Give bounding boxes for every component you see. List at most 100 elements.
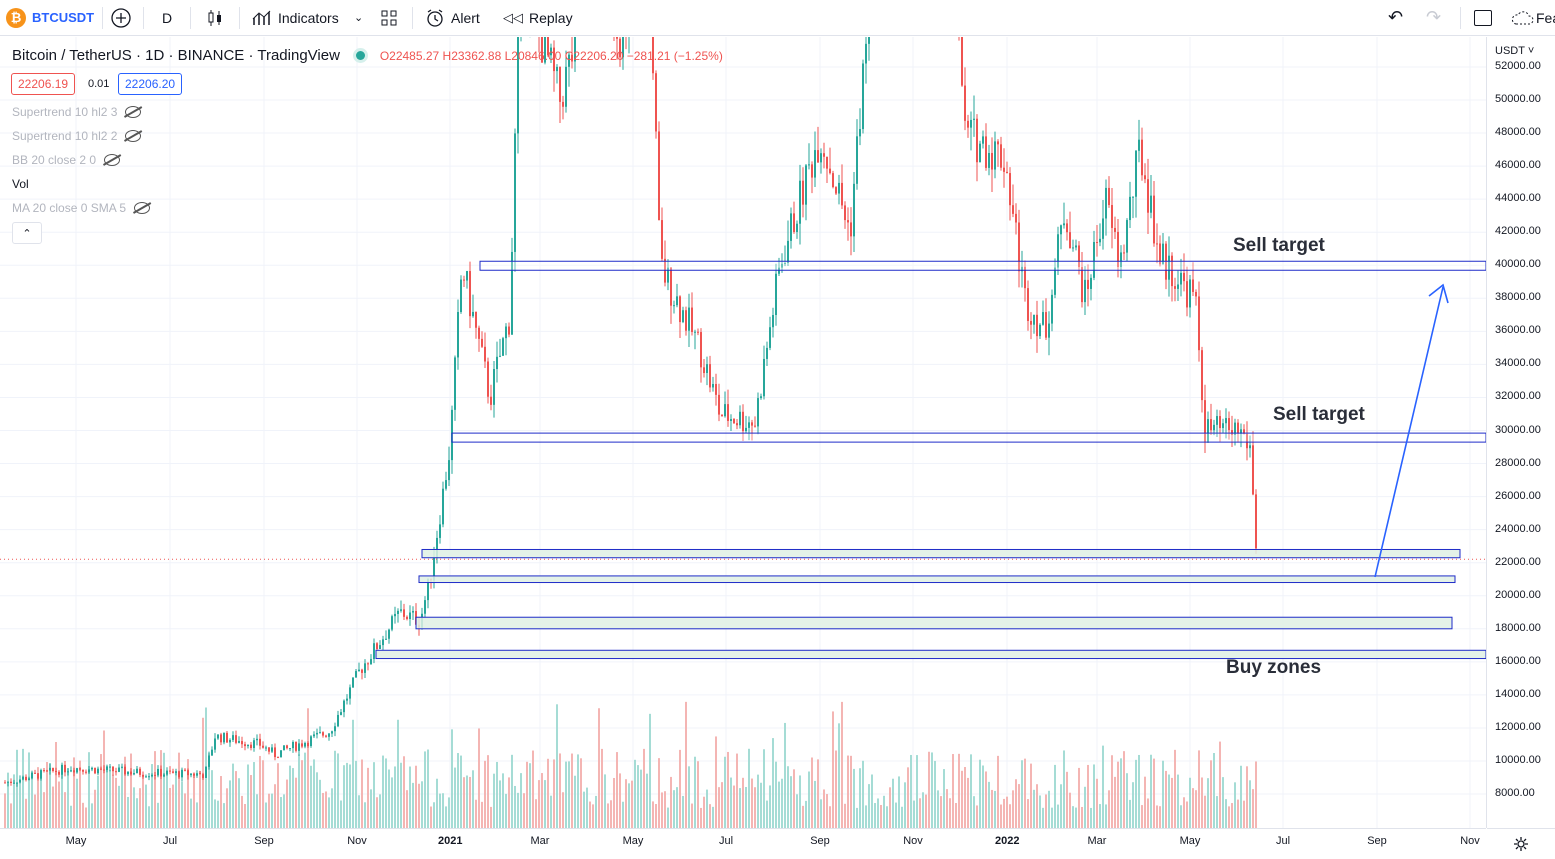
volume-bar [946, 789, 948, 828]
candle-body [1051, 294, 1053, 324]
volume-bar [712, 806, 714, 828]
candle-body [343, 700, 345, 713]
volume-bar [514, 785, 516, 828]
volume-bar [817, 759, 819, 828]
time-axis[interactable]: May Jul Sep Nov 2021 Mar May Jul Sep Nov 2022 Mar Ma… [0, 828, 1486, 859]
candle-body [1081, 267, 1083, 303]
volume-bar [361, 759, 363, 828]
symbol-search-button[interactable]: ₿ BTCUSDT [6, 0, 94, 35]
volume-bar [1093, 764, 1095, 828]
volume-bar [322, 792, 324, 828]
collapse-legend-button[interactable]: ⌃ [12, 222, 42, 244]
candle-body [367, 663, 369, 665]
fullscreen-button[interactable] [1474, 0, 1492, 35]
volume-bar [1225, 799, 1227, 828]
layout-button[interactable] [380, 0, 398, 35]
volume-bar [889, 787, 891, 828]
candle-body [301, 743, 303, 747]
volume-bar [1117, 761, 1119, 828]
volume-bar [751, 778, 753, 828]
price-axis[interactable]: USDT ˅ 52000.00 50000.00 48000.00 46000.00 4… [1487, 37, 1555, 828]
buy-price-button[interactable]: 22206.20 [118, 73, 183, 95]
candle-body [223, 732, 225, 743]
volume-bar [364, 802, 366, 828]
candle-body [97, 768, 99, 774]
indicator-row[interactable]: Supertrend 10 hl2 3 [12, 105, 142, 119]
volume-bar [577, 754, 579, 828]
indicator-row[interactable]: Supertrend 10 hl2 2 [12, 129, 142, 143]
volume-bar [103, 730, 105, 828]
indicator-row[interactable]: Vol [12, 177, 29, 191]
candle-body [1063, 223, 1065, 226]
redo-button[interactable]: ↷ [1426, 0, 1441, 35]
volume-bar [865, 805, 867, 828]
volume-bar [811, 757, 813, 828]
cloud-button[interactable]: Fea [1510, 0, 1555, 35]
buy-zones-label: Buy zones [1226, 657, 1322, 678]
volume-bar [1096, 778, 1098, 828]
volume-bar [58, 781, 60, 828]
indicator-row[interactable]: MA 20 close 0 SMA 5 [12, 201, 151, 215]
price-tick-label: 10000.00 [1495, 754, 1541, 766]
volume-bar [1006, 796, 1008, 828]
price-chart[interactable] [0, 37, 1486, 828]
undo-button[interactable]: ↶ [1388, 0, 1403, 35]
candle-body [88, 769, 90, 773]
candle-body [175, 771, 177, 773]
volume-bar [1141, 805, 1143, 828]
divider [1460, 7, 1461, 29]
indicators-dropdown[interactable]: ⌄ [354, 0, 363, 35]
candle-body [193, 773, 195, 776]
candle-body [1027, 288, 1029, 321]
candle-body [1033, 314, 1035, 325]
sell-target-zone [451, 432, 1486, 443]
settings-button[interactable] [1487, 828, 1555, 859]
volume-bar [280, 797, 282, 828]
candle-body [721, 414, 723, 417]
candle-body [1243, 429, 1245, 434]
hidden-eye-icon[interactable] [125, 130, 142, 142]
candle-body [265, 747, 267, 749]
candle-body [1195, 291, 1197, 297]
candle-body [784, 263, 786, 265]
indicators-button[interactable]: Indicators [252, 0, 339, 35]
volume-bar [709, 804, 711, 828]
replay-button[interactable]: ◁◁ Replay [503, 0, 573, 35]
indicator-row[interactable]: BB 20 close 2 0 [12, 153, 121, 167]
candle-body [502, 338, 504, 356]
candle-body [268, 747, 270, 752]
volume-bar [550, 795, 552, 828]
volume-bar [469, 776, 471, 828]
candle-body [1039, 324, 1041, 337]
candle-body [550, 47, 552, 56]
time-tick-label: May [1179, 835, 1201, 847]
volume-bar [643, 748, 645, 828]
volume-bar [592, 804, 594, 828]
sell-price-button[interactable]: 22206.19 [11, 73, 76, 95]
hidden-eye-icon[interactable] [104, 154, 121, 166]
volume-bar [1099, 804, 1101, 828]
volume-bar [562, 792, 564, 828]
candle-body [31, 772, 33, 779]
hidden-eye-icon[interactable] [125, 106, 142, 118]
volume-bar [538, 780, 540, 828]
chart-type-button[interactable] [206, 0, 224, 35]
volume-bar [616, 752, 618, 828]
add-symbol-button[interactable] [110, 0, 132, 35]
volume-bar [412, 782, 414, 828]
volume-bar [1159, 806, 1161, 828]
volume-bar [832, 711, 834, 828]
interval-button[interactable]: D [162, 0, 172, 35]
volume-bar [544, 780, 546, 828]
volume-bar [739, 788, 741, 828]
candle-body [769, 327, 771, 348]
alert-button[interactable]: Alert [425, 0, 480, 35]
volume-bar [895, 802, 897, 828]
volume-bar [835, 750, 837, 828]
volume-bar [268, 793, 270, 828]
chart-pane[interactable]: Sell target Sell target Buy zones [0, 37, 1487, 828]
series-title[interactable]: Bitcoin / TetherUS · 1D · BINANCE · Trad… [12, 47, 340, 64]
currency-selector[interactable]: USDT ˅ [1495, 45, 1534, 57]
candle-body [1255, 494, 1257, 549]
hidden-eye-icon[interactable] [134, 202, 151, 214]
